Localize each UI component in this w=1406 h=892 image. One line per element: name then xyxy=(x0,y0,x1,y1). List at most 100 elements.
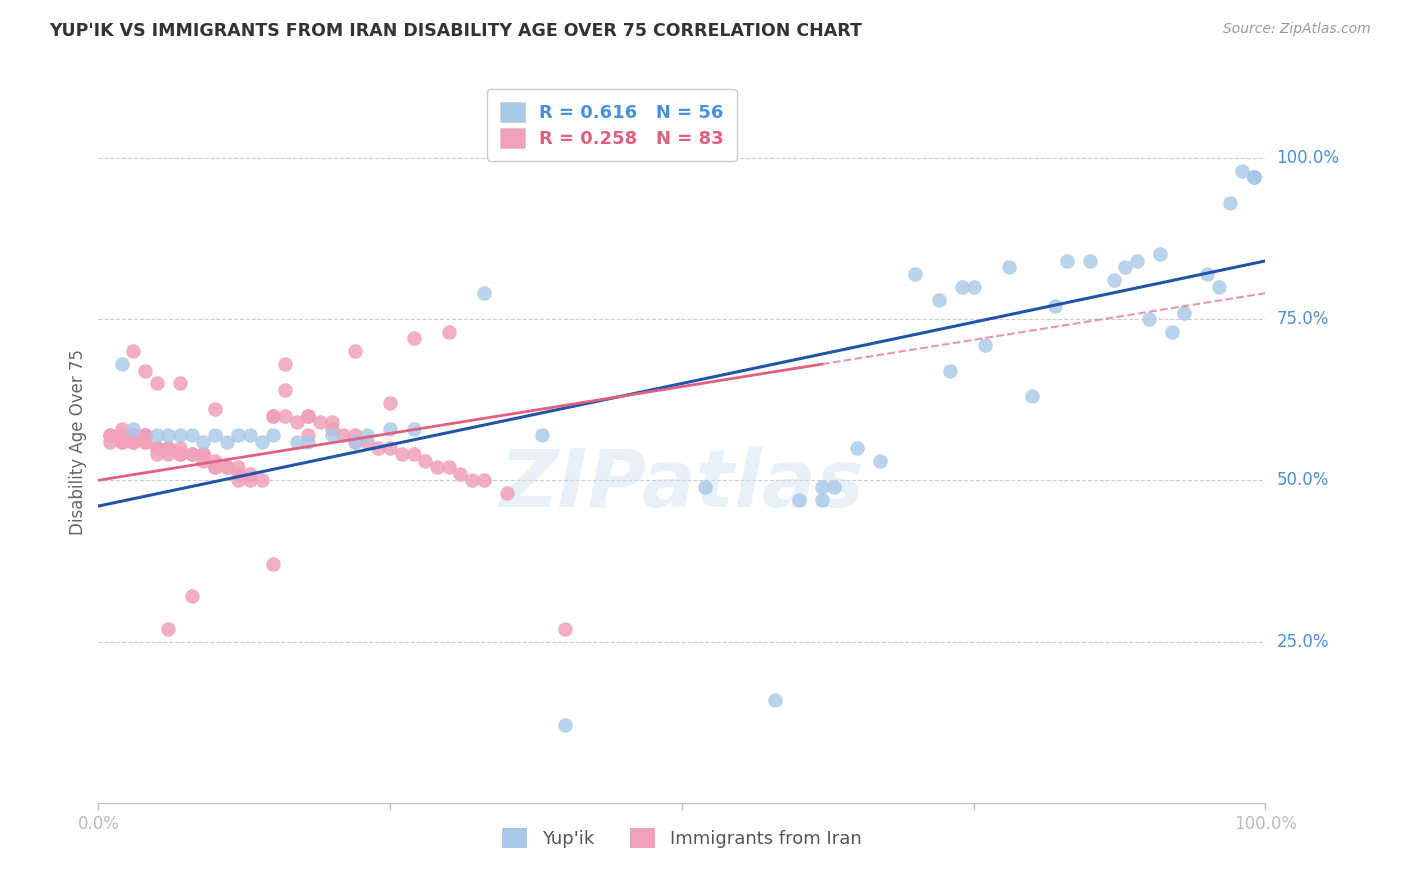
Point xyxy=(111,357,134,371)
Point xyxy=(111,422,134,436)
Point xyxy=(122,428,145,442)
Point xyxy=(297,409,319,423)
Point xyxy=(146,441,169,455)
Point xyxy=(344,428,367,442)
Point xyxy=(180,447,202,461)
Point xyxy=(426,460,449,475)
Point xyxy=(157,622,180,636)
Point xyxy=(204,428,226,442)
Point xyxy=(285,434,308,449)
Point xyxy=(1173,305,1195,319)
Legend: Yup'ik, Immigrants from Iran: Yup'ik, Immigrants from Iran xyxy=(491,817,873,859)
Point xyxy=(239,428,262,442)
Point xyxy=(122,428,145,442)
Point xyxy=(461,473,484,487)
Point xyxy=(228,428,250,442)
Point xyxy=(146,447,169,461)
Text: ZIPatlas: ZIPatlas xyxy=(499,446,865,524)
Point xyxy=(204,402,226,417)
Point xyxy=(437,460,460,475)
Point xyxy=(869,454,891,468)
Point xyxy=(111,434,134,449)
Point xyxy=(530,428,553,442)
Point xyxy=(193,447,215,461)
Point xyxy=(262,409,284,423)
Point xyxy=(356,428,378,442)
Point xyxy=(262,428,284,442)
Point xyxy=(193,434,215,449)
Point xyxy=(193,454,215,468)
Point xyxy=(496,486,519,500)
Point xyxy=(1080,254,1102,268)
Point xyxy=(146,441,169,455)
Point xyxy=(997,260,1019,275)
Point xyxy=(1114,260,1136,275)
Point xyxy=(297,434,319,449)
Point xyxy=(180,447,202,461)
Point xyxy=(98,428,121,442)
Point xyxy=(811,480,834,494)
Point xyxy=(472,473,495,487)
Point xyxy=(228,467,250,481)
Point xyxy=(1208,279,1230,293)
Point xyxy=(215,460,238,475)
Point xyxy=(274,409,297,423)
Point xyxy=(122,434,145,449)
Point xyxy=(402,447,425,461)
Point xyxy=(413,454,436,468)
Text: 100.0%: 100.0% xyxy=(1277,149,1340,167)
Point xyxy=(134,363,156,377)
Point xyxy=(356,434,378,449)
Point xyxy=(262,557,284,571)
Point xyxy=(332,428,354,442)
Point xyxy=(169,441,191,455)
Point xyxy=(344,434,367,449)
Point xyxy=(134,428,156,442)
Point xyxy=(962,279,984,293)
Point xyxy=(157,441,180,455)
Point xyxy=(239,467,262,481)
Point xyxy=(1195,267,1218,281)
Point xyxy=(228,460,250,475)
Point xyxy=(1021,389,1043,403)
Point xyxy=(437,325,460,339)
Point xyxy=(309,415,332,429)
Text: 75.0%: 75.0% xyxy=(1277,310,1329,328)
Point xyxy=(169,376,191,391)
Point xyxy=(846,441,869,455)
Text: Source: ZipAtlas.com: Source: ZipAtlas.com xyxy=(1223,22,1371,37)
Point xyxy=(134,428,156,442)
Point xyxy=(321,415,343,429)
Y-axis label: Disability Age Over 75: Disability Age Over 75 xyxy=(69,349,87,534)
Point xyxy=(1243,169,1265,184)
Point xyxy=(239,473,262,487)
Point xyxy=(180,428,202,442)
Point xyxy=(285,415,308,429)
Point xyxy=(402,331,425,345)
Point xyxy=(157,447,180,461)
Point xyxy=(449,467,471,481)
Point xyxy=(204,454,226,468)
Point xyxy=(204,460,226,475)
Point xyxy=(111,434,134,449)
Point xyxy=(928,293,950,307)
Point xyxy=(122,344,145,359)
Point xyxy=(554,718,576,732)
Point xyxy=(169,447,191,461)
Point xyxy=(1056,254,1078,268)
Point xyxy=(204,460,226,475)
Point xyxy=(1243,169,1265,184)
Point xyxy=(228,473,250,487)
Point xyxy=(146,441,169,455)
Point xyxy=(321,422,343,436)
Point xyxy=(274,383,297,397)
Point xyxy=(180,590,202,604)
Point xyxy=(215,460,238,475)
Point xyxy=(1219,195,1241,210)
Point xyxy=(950,279,973,293)
Point xyxy=(1137,312,1160,326)
Point xyxy=(472,286,495,301)
Point xyxy=(157,441,180,455)
Point xyxy=(974,338,997,352)
Point xyxy=(344,344,367,359)
